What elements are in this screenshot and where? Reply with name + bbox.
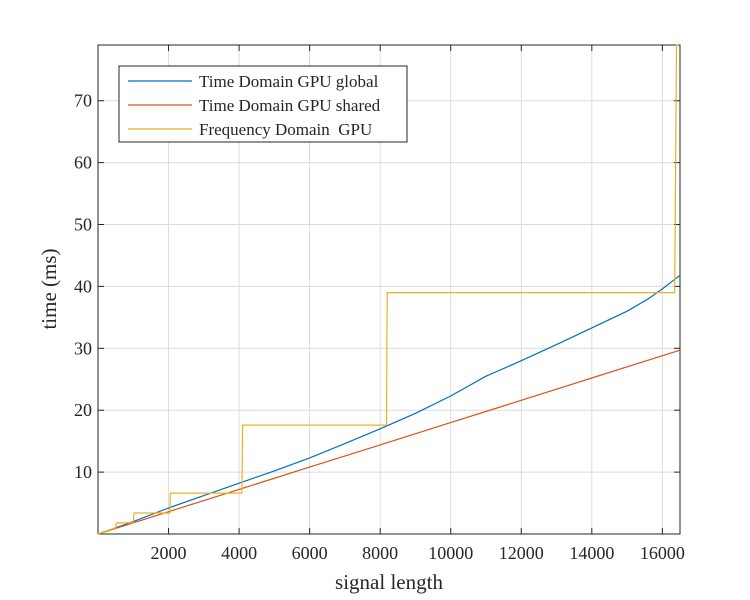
x-tick-label: 6000 <box>292 543 328 563</box>
x-tick-label: 8000 <box>362 543 398 563</box>
plot-frame <box>97 44 681 535</box>
series-group <box>97 44 681 535</box>
legend-label-2: Time Domain GPU shared <box>199 96 381 115</box>
y-tick-labels: 10 20 30 40 50 60 70 <box>74 91 92 482</box>
y-tick-label: 30 <box>74 338 92 358</box>
x-tick-label: 2000 <box>151 543 187 563</box>
x-tick-label: 10000 <box>428 543 473 563</box>
axis-ticks <box>98 45 680 534</box>
x-tick-label: 12000 <box>499 543 544 563</box>
legend-label-3: Frequency Domain GPU <box>199 120 372 139</box>
y-tick-label: 10 <box>74 462 92 482</box>
x-axis-label: signal length <box>335 570 443 594</box>
series-line-2 <box>97 349 681 535</box>
series-line-3 <box>97 44 679 535</box>
x-tick-label: 4000 <box>221 543 257 563</box>
y-tick-label: 20 <box>74 400 92 420</box>
legend: Time Domain GPU global Time Domain GPU sh… <box>118 65 408 143</box>
x-tick-label: 16000 <box>640 543 685 563</box>
y-tick-label: 50 <box>74 215 92 235</box>
y-tick-label: 40 <box>74 276 92 296</box>
series-line-1 <box>97 274 681 535</box>
legend-label-1: Time Domain GPU global <box>199 72 379 91</box>
y-axis-label: time (ms) <box>37 248 61 329</box>
x-tick-labels: 2000 4000 6000 8000 10000 12000 14000 16000 <box>151 543 685 563</box>
x-tick-label: 14000 <box>569 543 614 563</box>
y-tick-label: 60 <box>74 153 92 173</box>
y-tick-label: 70 <box>74 91 92 111</box>
